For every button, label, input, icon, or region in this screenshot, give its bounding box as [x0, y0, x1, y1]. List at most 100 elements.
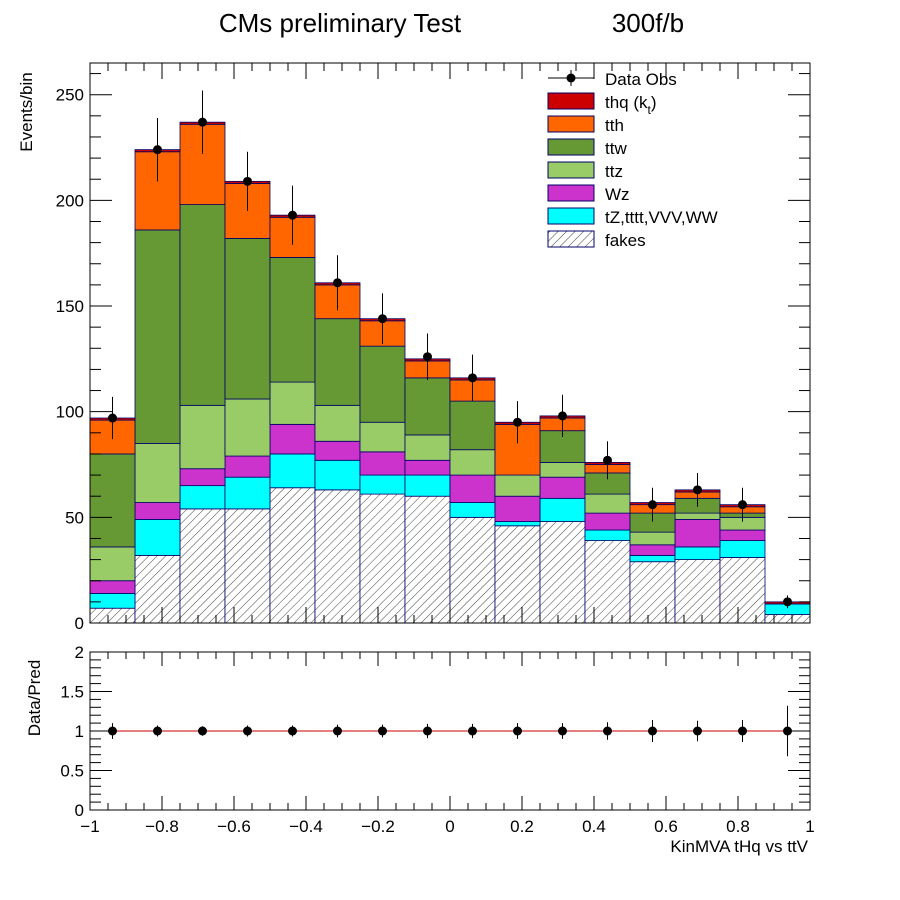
bar-other-3	[224, 476, 271, 510]
ratio-point	[693, 726, 702, 736]
main-plot-panel: 0 50 100 150 200 250	[56, 62, 811, 633]
bar-ttw-6	[359, 345, 406, 423]
bar-ttz-7	[404, 434, 451, 461]
ratio-y-tick-label: 1.5	[60, 683, 84, 702]
bar-wz-11	[584, 512, 631, 531]
ratio-y-tick-label: 0	[75, 801, 84, 820]
ratio-x-tick-label: −0.8	[145, 817, 179, 836]
legend-label-fakes: fakes	[605, 231, 646, 250]
ratio-x-tick-label: −0.6	[217, 817, 251, 836]
bar-ttw-5	[314, 318, 361, 406]
ratio-y-axis-label: Data/Pred	[25, 660, 44, 737]
bar-other-12	[629, 554, 676, 563]
bar-fakes-8	[449, 516, 496, 624]
bar-ttz-11	[584, 493, 631, 514]
bar-other-7	[404, 474, 451, 497]
legend-label-ttw: ttw	[605, 139, 627, 158]
data-point	[108, 413, 117, 423]
bar-fakes-5	[314, 489, 361, 624]
legend-swatch-ttz	[547, 161, 595, 179]
bar-ttz-5	[314, 404, 361, 442]
data-point	[783, 597, 792, 607]
bar-other-14	[719, 540, 766, 558]
bar-ttz-12	[629, 531, 676, 546]
data-point	[333, 278, 342, 288]
bar-wz-4	[269, 423, 316, 455]
bar-ttz-2	[179, 404, 226, 470]
ratio-plot-panel: 0 0.5 1 1.5 2 −1 −0.8 −0.6 −0.4 −0.2 0 0.2 0.4 0.6 0.8…	[60, 643, 814, 836]
bar-wz-5	[314, 440, 361, 461]
legend-swatch-ttw	[547, 138, 595, 156]
data-point	[288, 210, 297, 220]
data-point	[378, 314, 387, 324]
bar-fakes-15	[764, 614, 811, 624]
ratio-x-tick-label: 0.4	[582, 817, 606, 836]
bar-wz-14	[719, 529, 766, 541]
ratio-point	[783, 726, 792, 736]
data-point	[648, 500, 657, 510]
bar-ttw-8	[449, 400, 496, 451]
legend-swatch-other	[547, 207, 595, 225]
data-point	[513, 417, 522, 427]
ratio-x-tick-label: 0.6	[654, 817, 678, 836]
bar-ttw-1	[134, 229, 181, 444]
bar-ttz-4	[269, 381, 316, 425]
bar-ttz-9	[494, 474, 541, 497]
bar-wz-12	[629, 544, 676, 556]
legend-label-tth: tth	[605, 116, 624, 135]
data-point	[693, 485, 702, 495]
legend-swatch-wz	[547, 184, 595, 202]
bar-other-5	[314, 459, 361, 491]
bar-ttz-8	[449, 449, 496, 476]
data-point	[558, 411, 567, 421]
bar-wz-8	[449, 474, 496, 503]
bar-fakes-12	[629, 561, 676, 624]
ratio-x-tick-label: 0.8	[726, 817, 750, 836]
legend: Data Obs thq (kt)tth ttw ttz Wz tZ,tttt,VVV,W…	[547, 70, 718, 250]
bar-fakes-13	[674, 559, 721, 624]
ratio-point	[198, 726, 207, 736]
bar-other-6	[359, 474, 406, 495]
bar-fakes-9	[494, 525, 541, 624]
ratio-point	[648, 726, 657, 736]
ratio-x-tick-label: 0	[445, 817, 454, 836]
ratio-point	[108, 726, 117, 736]
ratio-x-tick-label: −1	[80, 817, 99, 836]
ratio-point	[378, 726, 387, 736]
bar-other-4	[269, 453, 316, 489]
bar-other-9	[494, 521, 541, 527]
bar-fakes-3	[224, 508, 271, 624]
legend-label-ttz: ttz	[605, 162, 623, 181]
bar-fakes-2	[179, 508, 226, 624]
bar-fakes-4	[269, 487, 316, 624]
bar-wz-2	[179, 468, 226, 487]
bar-fakes-7	[404, 495, 451, 624]
bar-fakes-11	[584, 540, 631, 624]
bar-fakes-1	[134, 554, 181, 624]
data-point	[243, 176, 252, 186]
bar-wz-9	[494, 495, 541, 522]
ratio-x-tick-label: −0.2	[361, 817, 395, 836]
ratio-x-tick-label: 0.2	[510, 817, 534, 836]
ratio-point	[738, 726, 747, 736]
ratio-point	[603, 726, 612, 736]
bar-other-13	[674, 546, 721, 561]
bar-ttz-13	[674, 512, 721, 520]
main-y-tick-label: 150	[56, 297, 84, 316]
bar-wz-7	[404, 459, 451, 476]
bar-other-8	[449, 502, 496, 518]
data-point	[153, 145, 162, 155]
ratio-point	[513, 726, 522, 736]
ratio-point	[243, 726, 252, 736]
ratio-point	[288, 726, 297, 736]
bar-other-1	[134, 519, 181, 556]
bar-wz-1	[134, 502, 181, 520]
main-y-tick-label: 50	[65, 508, 84, 527]
data-point	[423, 352, 432, 362]
ratio-y-tick-label: 2	[75, 643, 84, 662]
chart-luminosity: 300f/b	[612, 8, 684, 38]
ratio-point	[333, 726, 342, 736]
bar-fakes-0	[89, 607, 136, 624]
bar-wz-13	[674, 519, 721, 548]
bar-ttz-0	[89, 546, 136, 582]
